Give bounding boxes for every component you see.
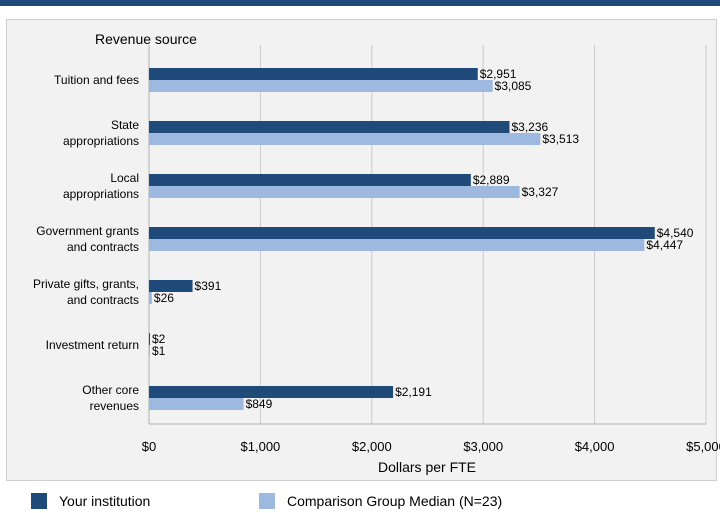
bar-your-institution	[149, 121, 510, 133]
x-tick-label: $5,000	[686, 439, 720, 454]
data-label: $2,889	[473, 173, 510, 187]
category-label: Tuition and fees	[54, 73, 139, 87]
data-label: $4,540	[657, 226, 694, 240]
bar-your-institution	[149, 68, 478, 80]
category-label: Private gifts, grants,	[33, 277, 139, 291]
x-tick-label: $4,000	[575, 439, 615, 454]
data-label: $26	[154, 291, 174, 305]
bars: $2,951$3,085 $3,236$3,513 $2,889 $3,327 $4,5…	[149, 67, 694, 411]
bar-comparison-median	[149, 398, 244, 410]
data-label: $2,191	[395, 385, 432, 399]
bar-your-institution	[149, 227, 655, 239]
legend: Your institution Comparison Group Median…	[0, 489, 720, 513]
data-label: $849	[246, 397, 273, 411]
legend-item-comparison-group: Comparison Group Median (N=23)	[259, 493, 502, 509]
tick-labels: $0 $1,000 $2,000 $3,000 $4,000 $5,000	[142, 439, 720, 454]
bar-comparison-median	[149, 186, 520, 198]
legend-swatch	[31, 493, 47, 509]
bar-chart: Revenue source $2,951$3,085$3,236$3,513$…	[33, 31, 720, 475]
legend-item-your-institution: Your institution	[31, 493, 150, 509]
x-tick-label: $1,000	[241, 439, 281, 454]
category-label: Investment return	[46, 338, 139, 352]
category-label: and contracts	[67, 293, 139, 307]
bar-your-institution	[149, 280, 193, 292]
legend-label: Your institution	[59, 493, 151, 509]
legend-label: Comparison Group Median (N=23)	[287, 493, 503, 509]
x-tick-label: $0	[142, 439, 156, 454]
category-label: appropriations	[63, 134, 139, 148]
legend-swatch	[259, 493, 275, 509]
bar-comparison-median	[149, 292, 152, 304]
bar-your-institution	[149, 386, 394, 398]
category-labels: Tuition and fees State appropriations Local…	[33, 73, 139, 413]
category-label: Other core	[82, 383, 139, 397]
data-label: $3,513	[542, 132, 579, 146]
category-label: revenues	[90, 399, 139, 413]
x-tick-label: $2,000	[352, 439, 392, 454]
category-label: Government grants	[36, 224, 139, 238]
data-label: $391	[195, 279, 222, 293]
data-label: $4,447	[646, 238, 683, 252]
x-axis-title: Dollars per FTE	[378, 459, 476, 475]
bar-your-institution	[149, 174, 471, 186]
data-label: $1	[152, 344, 166, 358]
bar-comparison-median	[149, 133, 541, 145]
category-label: appropriations	[63, 187, 139, 201]
bar-comparison-median	[149, 80, 493, 92]
category-label: Local	[110, 171, 139, 185]
x-tick-label: $3,000	[463, 439, 503, 454]
category-label: and contracts	[67, 240, 139, 254]
bar-comparison-median	[149, 345, 150, 357]
category-axis-title: Revenue source	[95, 31, 197, 47]
data-label: $2	[152, 332, 166, 346]
data-label: $3,327	[522, 185, 559, 199]
data-label: $3,236	[511, 120, 548, 134]
bar-comparison-median	[149, 239, 645, 251]
bar-your-institution	[149, 333, 150, 345]
top-rule	[0, 0, 720, 6]
data-label: $3,085	[495, 79, 532, 93]
data-label: $2,951	[480, 67, 517, 81]
category-label: State	[111, 118, 139, 132]
